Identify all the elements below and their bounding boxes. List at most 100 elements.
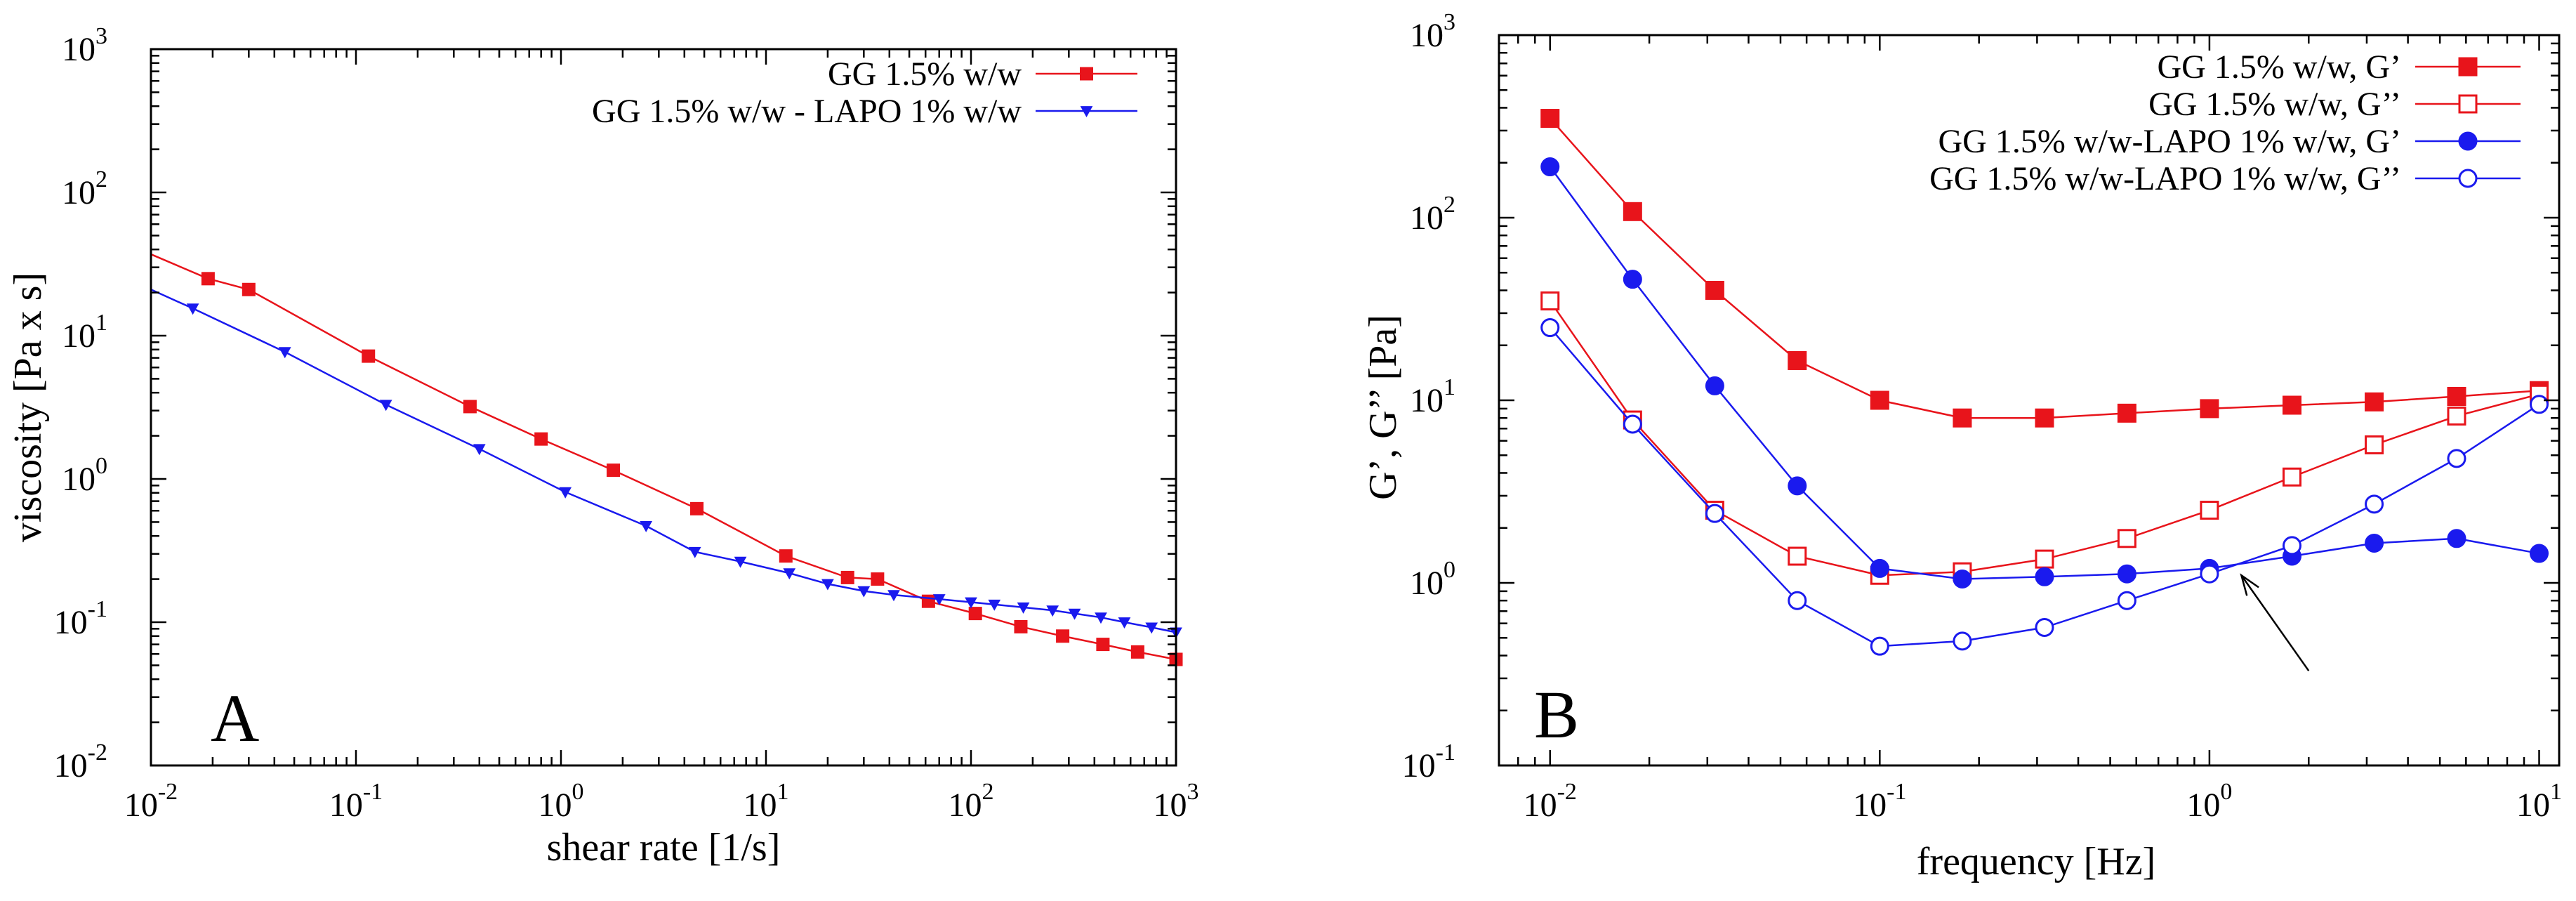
panel-b-moduli-chart: 10-2 10-1 100 101 10-1 100 101 102 103 frequency…	[1361, 9, 2562, 883]
series-2-point	[932, 594, 946, 606]
series-2-point	[1046, 605, 1059, 617]
y-tick-label: 102	[62, 166, 107, 211]
series-2-point	[2447, 406, 2466, 426]
series-4-point	[2035, 617, 2054, 637]
panel-a-x-axis-label: shear rate [1/s]	[547, 826, 781, 869]
panel-a-plot-frame	[150, 48, 1177, 767]
series-1-point	[1014, 619, 1028, 633]
series-line-1	[150, 253, 1177, 661]
series-3-point	[2447, 529, 2466, 548]
series-4-point	[1788, 591, 1807, 610]
panel-b-legend: GG 1.5% w/w, G’GG 1.5% w/w, G’’GG 1.5% w…	[1929, 48, 2521, 197]
series-1-point	[2035, 408, 2054, 428]
series-3-point	[1788, 476, 1807, 496]
series-1-point	[2200, 399, 2219, 419]
series-2-point	[1017, 602, 1030, 614]
series-4-point	[1705, 504, 1724, 523]
series-2-point	[2035, 549, 2054, 569]
y-tick-label: 10-1	[54, 596, 107, 641]
series-2-point	[559, 487, 572, 499]
x-tick-label: 100	[539, 779, 584, 824]
series-1-point	[1096, 638, 1110, 652]
panel-b-letter: B	[1534, 677, 1579, 752]
x-tick-label: 10-2	[1524, 779, 1577, 824]
series-1-point	[840, 570, 854, 584]
series-1-point	[871, 572, 885, 586]
series-2-point	[734, 556, 747, 568]
series-2-point	[1540, 291, 1560, 311]
series-2-point	[783, 568, 796, 580]
y-tick-label: 101	[62, 310, 107, 355]
annotation-arrow-shaft	[2240, 574, 2310, 671]
series-2-point	[1788, 546, 1807, 566]
series-3-point	[1540, 157, 1560, 177]
y-tick-label: 10-1	[1402, 739, 1455, 784]
legend-label-4: GG 1.5% w/w-LAPO 1% w/w, G’’	[1929, 160, 2401, 197]
series-4-point	[1540, 318, 1560, 338]
series-4-point	[1623, 414, 1642, 434]
series-1-point	[534, 432, 548, 446]
legend-label-3: GG 1.5% w/w-LAPO 1% w/w, G’	[1938, 123, 2401, 160]
y-tick-label: 100	[62, 453, 107, 498]
series-4-point	[2447, 449, 2466, 468]
series-1-point	[1870, 390, 1889, 410]
series-2-point	[1068, 608, 1081, 620]
legend-swatch-marker-1	[2458, 57, 2478, 77]
series-2-point	[1145, 622, 1158, 634]
legend-swatch-marker-4	[2458, 169, 2478, 188]
panel-b-series-layer	[1540, 109, 2549, 656]
series-3-point	[1705, 376, 1724, 395]
panel-a-ticks: 10-2 10-1 100 101 102 103 10-2 10-1 100 101 102 103	[54, 23, 1199, 824]
legend-label-1: GG 1.5% w/w, G’	[2157, 48, 2401, 86]
series-1-point	[1623, 202, 1642, 221]
series-1-point	[2365, 392, 2384, 412]
panel-a-legend: GG 1.5% w/wGG 1.5% w/w - LAPO 1% w/w	[592, 55, 1137, 130]
series-4-point	[1870, 636, 1889, 656]
panel-b-ticks: 10-2 10-1 100 101 10-1 100 101 102 103	[1402, 9, 2562, 824]
series-2-point	[1118, 617, 1131, 629]
series-1-point	[1056, 629, 1070, 643]
series-1-point	[1788, 350, 1807, 370]
y-tick-label: 103	[1410, 9, 1455, 54]
panel-a-viscosity-chart: 10-2 10-1 100 101 102 103 10-2 10-1 100 101 102 103…	[6, 23, 1199, 869]
legend-swatch-marker-2	[1080, 106, 1093, 118]
y-tick-label: 102	[1410, 192, 1455, 237]
legend-label-1: GG 1.5% w/w	[828, 55, 1022, 93]
series-1-point	[2117, 403, 2136, 423]
series-2-point	[640, 520, 653, 532]
series-2-point	[857, 586, 871, 598]
series-2-point	[2200, 501, 2219, 520]
legend-swatch-marker-2	[2458, 94, 2478, 114]
series-3-point	[2117, 564, 2136, 584]
series-2-point	[379, 400, 392, 412]
series-2-point	[186, 303, 199, 315]
legend-swatch-marker-3	[2458, 131, 2478, 151]
series-2-point	[2365, 435, 2384, 454]
series-1-point	[607, 463, 621, 478]
series-1-point	[690, 501, 704, 515]
series-1-point	[1540, 109, 1560, 129]
series-4-point	[2365, 494, 2384, 514]
panel-a-letter: A	[211, 680, 259, 756]
series-4-point	[2529, 395, 2549, 414]
series-3-point	[1953, 569, 1972, 588]
series-2-point	[2283, 467, 2302, 487]
series-1-point	[2283, 395, 2302, 415]
series-2-point	[988, 599, 1001, 611]
series-1-point	[2447, 386, 2466, 406]
series-4-point	[2283, 536, 2302, 555]
series-3-point	[2365, 533, 2384, 553]
series-1-point	[968, 607, 982, 621]
series-2-point	[2117, 529, 2136, 548]
series-1-point	[1130, 645, 1144, 659]
x-tick-label: 101	[744, 779, 789, 824]
series-2-point	[688, 546, 701, 558]
series-1-point	[1705, 280, 1724, 300]
series-4-point	[2117, 591, 2136, 610]
legend-label-2: GG 1.5% w/w - LAPO 1% w/w	[592, 93, 1022, 130]
series-2-point	[473, 444, 486, 456]
legend-label-2: GG 1.5% w/w, G’’	[2148, 86, 2401, 123]
series-4-point	[1953, 631, 1972, 651]
panel-b-y-axis-label: G’, G’’ [Pa]	[1361, 315, 1405, 500]
